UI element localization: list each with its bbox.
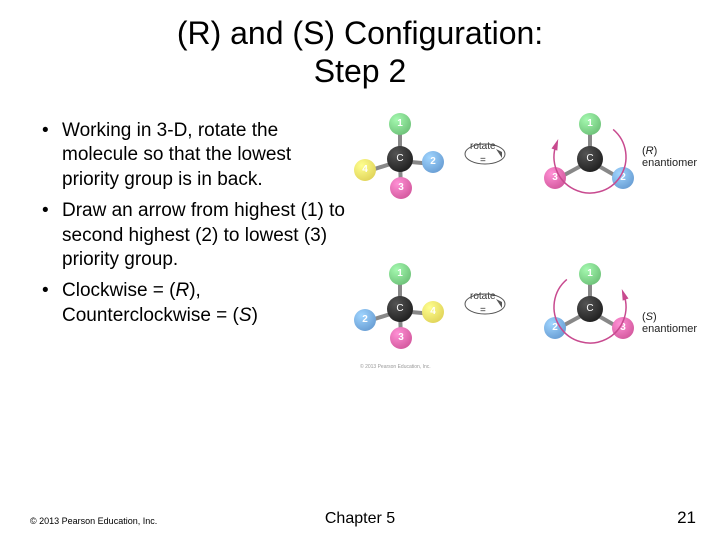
page-number: 21 — [677, 508, 696, 528]
atom-ball: 1 — [389, 113, 411, 135]
chapter-label: Chapter 5 — [325, 510, 395, 528]
atom-ball: 1 — [389, 263, 411, 285]
priority-arc-icon — [544, 261, 636, 353]
rotate-ellipse-icon — [460, 289, 510, 319]
title-line-1: (R) and (S) Configuration: — [0, 14, 720, 52]
atom-ball: 2 — [422, 151, 444, 173]
atom-ball: 2 — [354, 309, 376, 331]
center-atom: C — [387, 296, 413, 322]
content-row: Working in 3-D, rotate the molecule so t… — [0, 119, 720, 419]
diagram-micro-copyright: © 2013 Pearson Education, Inc. — [360, 364, 431, 370]
enantiomer-label: (S) enantiomer — [642, 311, 697, 335]
priority-arc-icon — [544, 111, 636, 203]
bullet-item: Draw an arrow from highest (1) to second… — [40, 199, 350, 273]
bullet-list: Working in 3-D, rotate the molecule so t… — [40, 119, 350, 419]
center-atom: C — [387, 146, 413, 172]
molecule-top-left: C1423 — [360, 119, 440, 199]
molecule-bot-left: C1243 — [360, 269, 440, 349]
bullet-item: Working in 3-D, rotate the molecule so t… — [40, 119, 350, 193]
molecule-diagram: C1423C132C1243C123rotate=rotate=(R) enan… — [350, 119, 690, 419]
atom-ball: 3 — [390, 177, 412, 199]
atom-ball: 4 — [422, 301, 444, 323]
copyright-text: © 2013 Pearson Education, Inc. — [30, 516, 157, 526]
title-line-2: Step 2 — [0, 52, 720, 90]
slide-title: (R) and (S) Configuration: Step 2 — [0, 0, 720, 91]
rotate-ellipse-icon — [460, 139, 510, 169]
atom-ball: 4 — [354, 159, 376, 181]
bullet-item: Clockwise = (R), Counterclockwise = (S) — [40, 279, 350, 328]
enantiomer-label: (R) enantiomer — [642, 145, 697, 169]
atom-ball: 3 — [390, 327, 412, 349]
